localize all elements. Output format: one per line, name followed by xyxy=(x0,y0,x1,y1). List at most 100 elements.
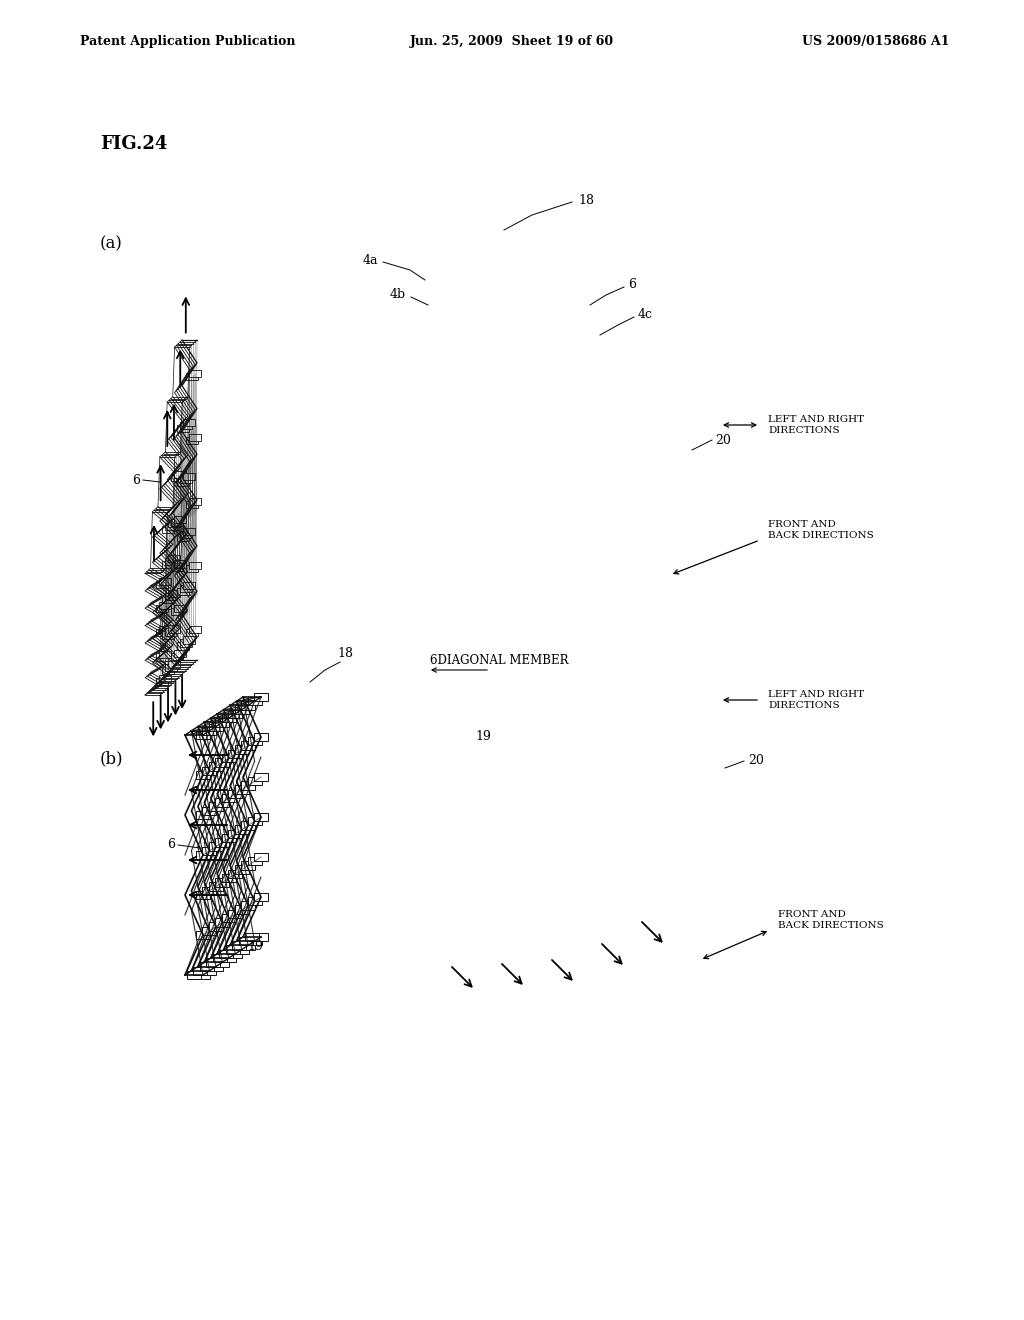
Polygon shape xyxy=(159,602,171,609)
Polygon shape xyxy=(183,474,196,480)
Polygon shape xyxy=(189,498,202,506)
Polygon shape xyxy=(162,667,174,673)
Polygon shape xyxy=(189,370,202,378)
Polygon shape xyxy=(203,927,216,935)
Polygon shape xyxy=(174,471,186,478)
Polygon shape xyxy=(171,519,183,525)
Polygon shape xyxy=(234,906,249,913)
Polygon shape xyxy=(228,949,243,958)
Polygon shape xyxy=(209,803,223,810)
Polygon shape xyxy=(248,937,261,945)
Polygon shape xyxy=(234,945,249,954)
Polygon shape xyxy=(171,609,183,615)
Polygon shape xyxy=(168,661,180,668)
Polygon shape xyxy=(222,834,236,842)
Polygon shape xyxy=(254,772,268,781)
Text: 6: 6 xyxy=(132,474,140,487)
Polygon shape xyxy=(234,866,249,874)
Polygon shape xyxy=(241,902,255,909)
Polygon shape xyxy=(186,565,199,572)
Polygon shape xyxy=(183,418,196,426)
Polygon shape xyxy=(189,626,202,634)
Polygon shape xyxy=(228,870,243,878)
Polygon shape xyxy=(248,898,261,906)
Polygon shape xyxy=(177,479,189,486)
Polygon shape xyxy=(189,562,202,569)
Polygon shape xyxy=(159,675,171,682)
Polygon shape xyxy=(156,581,168,587)
Polygon shape xyxy=(215,799,229,807)
Polygon shape xyxy=(248,817,261,825)
Polygon shape xyxy=(180,531,193,537)
Polygon shape xyxy=(180,477,193,483)
Polygon shape xyxy=(203,767,216,775)
Polygon shape xyxy=(209,763,223,771)
Polygon shape xyxy=(168,626,180,632)
Polygon shape xyxy=(222,714,236,722)
Polygon shape xyxy=(162,597,174,603)
Polygon shape xyxy=(174,516,186,523)
Polygon shape xyxy=(209,962,223,970)
Text: 20: 20 xyxy=(748,754,764,767)
Polygon shape xyxy=(215,718,229,726)
Polygon shape xyxy=(228,710,243,718)
Text: (a): (a) xyxy=(100,235,123,252)
Polygon shape xyxy=(241,861,255,870)
Polygon shape xyxy=(209,842,223,851)
Text: LEFT AND RIGHT
DIRECTIONS: LEFT AND RIGHT DIRECTIONS xyxy=(768,690,864,710)
Polygon shape xyxy=(254,813,268,821)
Polygon shape xyxy=(156,630,168,636)
Polygon shape xyxy=(222,793,236,803)
Polygon shape xyxy=(156,653,168,661)
Text: 4a: 4a xyxy=(362,253,378,267)
Text: FRONT AND
BACK DIRECTIONS: FRONT AND BACK DIRECTIONS xyxy=(778,911,884,929)
Polygon shape xyxy=(171,653,183,660)
Polygon shape xyxy=(196,851,210,859)
Polygon shape xyxy=(168,590,180,598)
Polygon shape xyxy=(203,726,216,735)
Polygon shape xyxy=(186,628,199,636)
Polygon shape xyxy=(215,878,229,887)
Text: FRONT AND
BACK DIRECTIONS: FRONT AND BACK DIRECTIONS xyxy=(768,520,873,540)
Polygon shape xyxy=(234,705,249,714)
Polygon shape xyxy=(165,628,177,636)
Polygon shape xyxy=(241,701,255,710)
Polygon shape xyxy=(183,636,196,644)
Polygon shape xyxy=(165,558,177,565)
Polygon shape xyxy=(254,933,268,941)
Polygon shape xyxy=(203,807,216,814)
Polygon shape xyxy=(234,825,249,834)
Polygon shape xyxy=(248,697,261,705)
Text: 20: 20 xyxy=(715,433,731,446)
Polygon shape xyxy=(196,731,210,739)
Polygon shape xyxy=(209,923,223,931)
Polygon shape xyxy=(241,821,255,830)
Polygon shape xyxy=(183,528,196,535)
Polygon shape xyxy=(241,781,255,789)
Polygon shape xyxy=(228,750,243,758)
Text: Patent Application Publication: Patent Application Publication xyxy=(80,36,296,48)
Polygon shape xyxy=(180,639,193,647)
Polygon shape xyxy=(189,434,202,441)
Polygon shape xyxy=(177,587,189,595)
Text: 19: 19 xyxy=(247,940,263,953)
Polygon shape xyxy=(159,626,171,634)
Polygon shape xyxy=(187,970,201,979)
Polygon shape xyxy=(254,892,268,902)
Polygon shape xyxy=(159,651,171,657)
Text: 19: 19 xyxy=(475,730,490,743)
Polygon shape xyxy=(203,966,216,975)
Polygon shape xyxy=(254,693,268,701)
Polygon shape xyxy=(219,949,233,958)
Polygon shape xyxy=(165,593,177,601)
Polygon shape xyxy=(165,523,177,531)
Polygon shape xyxy=(248,777,261,785)
Polygon shape xyxy=(177,425,189,432)
Text: 18: 18 xyxy=(337,647,353,660)
Text: 4b: 4b xyxy=(390,289,406,301)
Polygon shape xyxy=(209,722,223,731)
Polygon shape xyxy=(241,742,255,750)
Polygon shape xyxy=(165,664,177,671)
Polygon shape xyxy=(171,564,183,570)
Polygon shape xyxy=(206,958,220,966)
